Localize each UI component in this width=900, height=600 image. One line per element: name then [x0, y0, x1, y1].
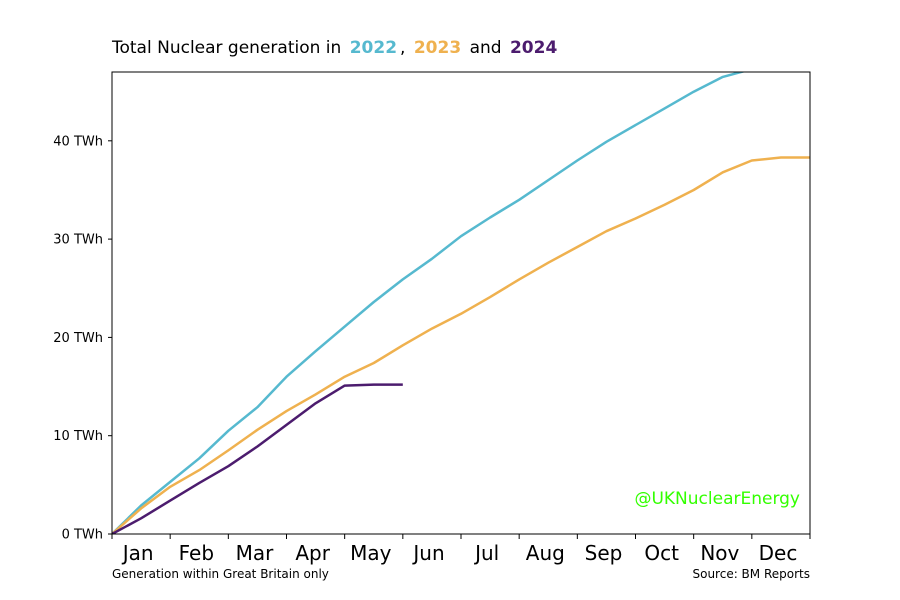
x-tick-label: Mar — [236, 541, 275, 565]
x-tick-label: May — [350, 541, 392, 565]
series-line-2023 — [112, 156, 810, 534]
x-tick-label: Jan — [121, 541, 154, 565]
watermark-handle: @UKNuclearEnergy — [634, 489, 800, 509]
title-prefix: Total Nuclear generation in — [112, 38, 342, 58]
title-year-2023: 2023 — [413, 38, 462, 58]
footnote-scope: Generation within Great Britain only — [112, 567, 329, 581]
x-tick-label: Jul — [473, 541, 499, 565]
axes-layer: 0 TWh 10 TWh 20 TWh 30 TWh 40 TWh Jan Feb Mar Ap… — [53, 71, 811, 565]
x-tick-label: Sep — [585, 541, 623, 565]
x-tick-label: Aug — [526, 541, 565, 565]
y-tick-label: 40 TWh — [53, 134, 103, 149]
plot-frame — [111, 71, 811, 535]
y-tick-label: 30 TWh — [53, 233, 103, 248]
title-sep-comma: , — [400, 38, 406, 58]
footnote-source: Source: BM Reports — [692, 567, 810, 581]
y-tick-label: 20 TWh — [53, 331, 103, 346]
series-line-2024 — [112, 383, 403, 534]
title-year-2024: 2024 — [509, 38, 558, 58]
title-year-2022: 2022 — [349, 38, 398, 58]
title-sep-and: and — [469, 38, 502, 58]
x-tick-label: Feb — [179, 541, 214, 565]
series-layer — [112, 72, 810, 534]
series-line-2022 — [112, 72, 746, 534]
x-tick-label: Oct — [644, 541, 679, 565]
chart-title: Total Nuclear generation in 2022, 2023 a… — [112, 38, 560, 58]
x-tick-label: Jun — [411, 541, 444, 565]
x-tick-label: Apr — [295, 541, 330, 565]
y-tick-label: 10 TWh — [53, 429, 103, 444]
x-tick-label: Dec — [759, 541, 798, 565]
y-tick-label: 0 TWh — [62, 528, 103, 543]
x-tick-label: Nov — [700, 541, 739, 565]
